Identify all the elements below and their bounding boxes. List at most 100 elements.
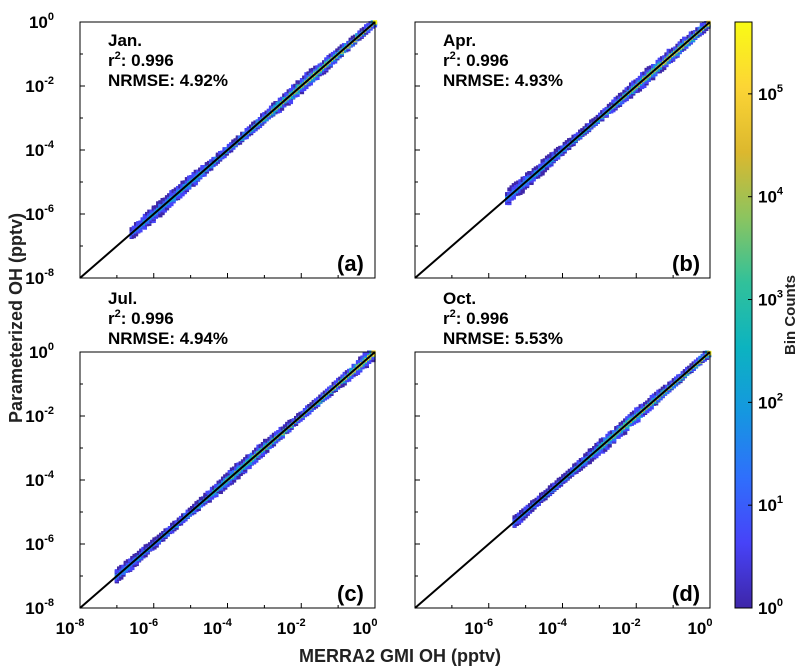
density-cell <box>162 197 167 202</box>
density-cell <box>184 177 190 181</box>
density-cell <box>612 430 617 434</box>
density-cell <box>366 23 371 27</box>
density-cell <box>291 418 296 422</box>
density-cell <box>531 170 536 175</box>
density-cell <box>569 467 575 471</box>
density-cell <box>160 200 165 205</box>
density-cell <box>507 191 512 196</box>
density-cell <box>129 229 134 233</box>
density-cell <box>176 517 181 522</box>
density-cell <box>673 376 679 381</box>
density-cell <box>169 190 174 194</box>
density-cell <box>346 40 351 45</box>
density-cell <box>154 536 159 541</box>
density-cell <box>181 513 186 517</box>
density-cell <box>631 80 636 85</box>
density-cell <box>229 148 234 153</box>
density-cell <box>609 432 615 437</box>
density-cell <box>629 414 634 418</box>
density-cell <box>307 403 312 408</box>
density-cell <box>130 565 135 570</box>
density-cell <box>655 62 660 67</box>
density-cell <box>338 376 343 381</box>
density-cell <box>600 450 606 454</box>
density-cell <box>296 413 301 417</box>
density-cell <box>209 159 214 163</box>
density-cell <box>640 403 645 408</box>
density-cell <box>507 187 512 192</box>
density-cell <box>358 356 363 361</box>
density-cell <box>189 175 194 179</box>
density-cell <box>254 459 259 463</box>
density-cell <box>234 463 239 467</box>
density-cell <box>628 84 634 89</box>
density-cell <box>682 369 688 373</box>
density-cell <box>142 226 147 230</box>
density-cell <box>322 60 327 64</box>
density-cell <box>286 99 291 103</box>
density-cell <box>684 45 689 49</box>
density-cell <box>671 47 676 52</box>
density-cell <box>193 169 198 174</box>
density-cell <box>256 444 261 449</box>
density-cell <box>646 66 651 70</box>
density-cell <box>263 450 268 455</box>
density-cell <box>360 355 365 360</box>
density-cell <box>335 48 340 53</box>
density-cell <box>649 405 654 410</box>
density-cell <box>544 155 550 160</box>
density-cell <box>583 453 588 457</box>
panel-d-month: Oct. <box>443 289 476 308</box>
panel-a-label: (a) <box>337 251 364 276</box>
density-cell <box>637 87 643 92</box>
density-cell <box>520 176 525 181</box>
density-cell <box>236 464 241 469</box>
density-cell <box>560 145 565 149</box>
density-cell <box>329 392 334 396</box>
density-cell <box>620 429 626 434</box>
density-cell <box>133 225 139 229</box>
density-cell <box>184 179 190 184</box>
density-cell <box>226 143 232 148</box>
density-cell <box>519 510 524 514</box>
density-cell <box>581 457 586 461</box>
density-cell <box>308 68 313 73</box>
density-cell <box>511 185 516 190</box>
density-cell <box>243 468 248 472</box>
density-cell <box>271 432 277 437</box>
density-cell <box>302 87 307 92</box>
density-cell <box>193 171 198 176</box>
density-cell <box>276 430 281 434</box>
density-cell <box>520 178 525 183</box>
panel-b-r2: r2: 0.996 <box>443 50 509 70</box>
density-cell <box>232 479 237 483</box>
density-cell <box>223 476 228 481</box>
density-cell <box>299 78 305 82</box>
density-cell <box>552 482 557 487</box>
density-cell <box>598 443 603 447</box>
density-cell <box>571 134 576 139</box>
density-cell <box>578 129 583 134</box>
density-cell <box>286 102 291 106</box>
density-cell <box>529 179 534 183</box>
density-cell <box>616 425 621 429</box>
density-cell <box>341 43 347 47</box>
density-cell <box>594 442 599 447</box>
density-cell <box>666 60 671 64</box>
density-cell <box>364 362 369 367</box>
density-cell <box>198 499 204 503</box>
panel-a-nrmse: NRMSE: 4.92% <box>108 71 228 90</box>
density-cell <box>271 442 277 447</box>
density-cell <box>132 553 137 558</box>
density-cell <box>291 84 296 89</box>
density-cell <box>156 534 162 539</box>
density-cell <box>147 222 152 226</box>
density-cell <box>598 448 603 453</box>
density-cell <box>558 476 564 481</box>
density-cell <box>182 189 187 194</box>
density-cell <box>306 73 311 78</box>
density-cell <box>152 537 157 541</box>
density-cell <box>236 462 241 467</box>
density-cell <box>572 465 577 469</box>
density-cell <box>540 159 545 163</box>
